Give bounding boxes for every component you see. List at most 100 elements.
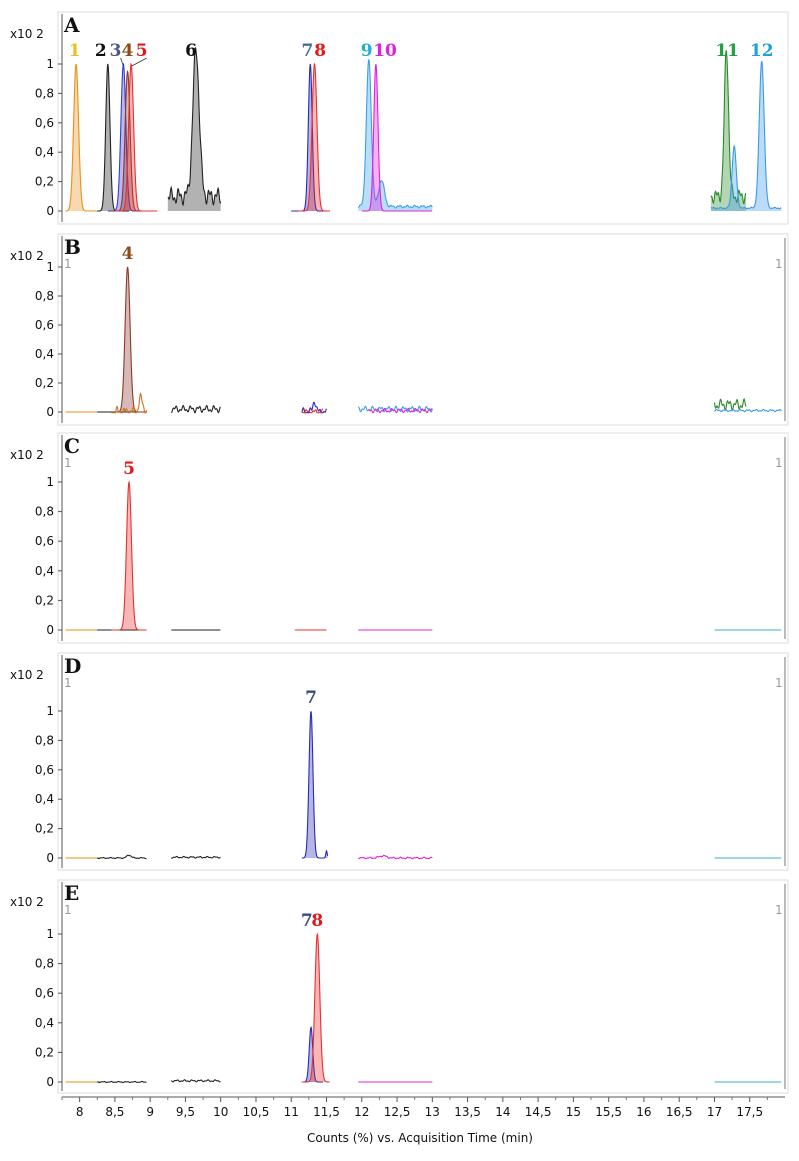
y-tick-label: 0: [46, 851, 54, 865]
trace-1: [65, 63, 101, 212]
y-tick-label: 0,8: [35, 733, 54, 747]
y-tick-label: 0,4: [35, 792, 54, 806]
y-tick-label: 0: [46, 405, 54, 419]
trace-5: [111, 480, 147, 631]
trace-trace-2: [97, 1080, 147, 1084]
corner-label-right: 1: [775, 257, 783, 271]
peak-area-2: [97, 64, 130, 211]
y-tick-label: 0,2: [35, 593, 54, 607]
y-tick-label: 0,4: [35, 145, 54, 159]
x-axis-label: Counts (%) vs. Acquisition Time (min): [307, 1131, 533, 1145]
y-tick-label: 0,2: [35, 175, 54, 189]
y-tick-label: 0,6: [35, 534, 54, 548]
peak-area-12: [710, 61, 782, 212]
trace-trace-orange: [111, 392, 148, 414]
y-tick-label: 0,6: [35, 116, 54, 130]
y-tick-label: 0,8: [35, 957, 54, 971]
y-tick-label: 0,4: [35, 1016, 54, 1030]
y-tick-label: 0,8: [35, 505, 54, 519]
trace-trace-7: [301, 401, 327, 414]
trace-5: [114, 62, 158, 212]
y-tick-label: 1: [46, 704, 54, 718]
x-tick-label: 12,5: [384, 1105, 411, 1119]
panel-letter: E: [64, 881, 79, 905]
corner-label-left: 1: [64, 257, 72, 271]
trace-10: [361, 64, 433, 212]
y-scale-label: x10 2: [10, 27, 44, 41]
corner-label-left: 1: [64, 903, 72, 917]
y-scale-label: x10 2: [10, 668, 44, 682]
peak-label-4: 4: [122, 244, 134, 264]
x-tick-label: 11,5: [313, 1105, 340, 1119]
trace-2: [97, 63, 130, 212]
trace-8: [301, 932, 330, 1083]
y-scale-label: x10 2: [10, 249, 44, 263]
corner-label-right: 1: [775, 676, 783, 690]
corner-label-right: 1: [775, 456, 783, 470]
trace-8: [298, 62, 331, 212]
y-tick-label: 0,6: [35, 763, 54, 777]
x-tick-label: 16,5: [666, 1105, 693, 1119]
x-tick-label: 15: [566, 1105, 581, 1119]
peak-label-8: 8: [314, 41, 326, 61]
x-tick-label: 10,5: [243, 1105, 270, 1119]
trace-trace-12: [714, 408, 782, 413]
peak-label-7: 7: [305, 688, 317, 708]
x-tick-label: 12: [354, 1105, 369, 1119]
peak-area-9: [358, 59, 433, 212]
peak-area-7: [301, 711, 328, 858]
panel-frame: [57, 432, 789, 644]
trace-7: [291, 63, 327, 212]
y-tick-label: 0: [46, 1075, 54, 1089]
peak-area-6: [167, 47, 221, 211]
peak-label-8: 8: [311, 911, 323, 931]
peak-label-7: 7: [302, 41, 314, 61]
y-tick-label: 0,4: [35, 347, 54, 361]
y-tick-label: 0: [46, 204, 54, 218]
y-tick-label: 1: [46, 927, 54, 941]
peak-label-5: 5: [136, 41, 148, 61]
x-tick-label: 9: [146, 1105, 154, 1119]
trace-12: [710, 60, 782, 210]
y-tick-label: 0: [46, 623, 54, 637]
trace-9: [358, 59, 433, 209]
x-tick-label: 13: [425, 1105, 440, 1119]
y-tick-label: 0,8: [35, 86, 54, 100]
panel-letter: B: [64, 235, 81, 259]
x-tick-label: 14: [495, 1105, 510, 1119]
trace-trace-6: [171, 855, 221, 859]
y-tick-label: 1: [46, 57, 54, 71]
peak-area-5: [111, 482, 147, 630]
corner-label-left: 1: [64, 676, 72, 690]
x-tick-label: 11: [284, 1105, 299, 1119]
corner-label-left: 1: [64, 456, 72, 470]
x-tick-label: 15,5: [595, 1105, 622, 1119]
peak-label-1: 1: [69, 41, 81, 61]
trace-11: [710, 50, 747, 205]
x-tick-label: 17: [707, 1105, 722, 1119]
peak-area-7: [291, 64, 327, 211]
panel-frame: [57, 652, 789, 871]
y-tick-label: 0,8: [35, 289, 54, 303]
trace-trace-6: [171, 404, 221, 414]
trace-7: [301, 711, 329, 859]
x-tick-label: 13,5: [454, 1105, 481, 1119]
y-tick-label: 0,2: [35, 822, 54, 836]
peak-label-10: 10: [373, 41, 397, 61]
x-tick-label: 17,5: [736, 1105, 763, 1119]
y-tick-label: 0,4: [35, 564, 54, 578]
x-tick-label: 9,5: [176, 1105, 195, 1119]
panel-letter: C: [64, 434, 80, 458]
trace-trace-10: [368, 407, 433, 414]
x-tick-label: 16: [636, 1105, 651, 1119]
peak-label-5: 5: [123, 459, 135, 479]
trace-trace-2: [96, 854, 147, 860]
y-tick-label: 1: [46, 260, 54, 274]
y-tick-label: 0,6: [35, 986, 54, 1000]
y-scale-label: x10 2: [10, 895, 44, 909]
